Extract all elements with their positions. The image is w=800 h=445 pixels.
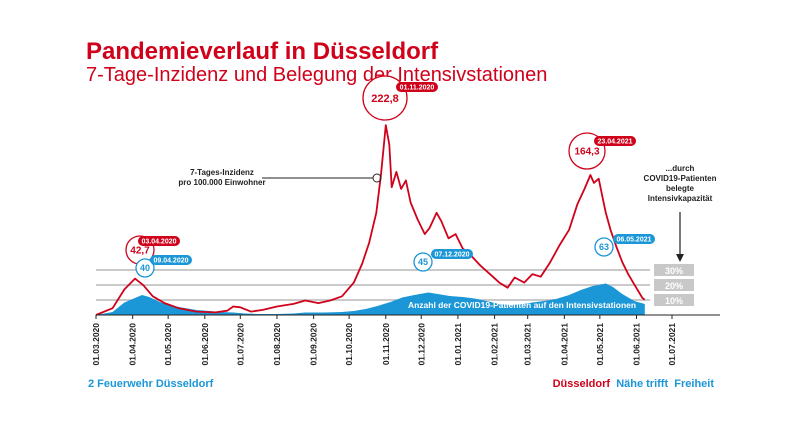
x-tick-label: 01.12.2020 bbox=[416, 323, 426, 366]
x-tick-label: 01.03.2021 bbox=[523, 323, 533, 366]
chart-title: Pandemieverlauf in Düsseldorf bbox=[86, 38, 439, 65]
callout-capacity-line2: COVID19-Patienten bbox=[644, 174, 717, 183]
x-tick-label: 01.05.2021 bbox=[595, 323, 605, 366]
peak-date-badge-inc_apr21 bbox=[594, 136, 636, 146]
source-credit: 2 Feuerwehr Düsseldorf bbox=[88, 378, 214, 390]
x-tick-label: 01.08.2020 bbox=[272, 323, 282, 366]
callout-capacity-arrow-head bbox=[676, 254, 684, 262]
x-tick-label: 01.03.2020 bbox=[91, 323, 101, 366]
peak-marker-icu_dec bbox=[413, 252, 433, 272]
peak-marker-icu_apr bbox=[135, 258, 155, 278]
peak-date-inc_nov: 01.11.2020 bbox=[400, 85, 435, 92]
x-tick-label: 01.02.2021 bbox=[490, 323, 500, 366]
callout-capacity-line3: belegte bbox=[666, 184, 695, 193]
peak-value-icu_apr: 40 bbox=[140, 263, 150, 273]
x-tick-label: 01.11.2020 bbox=[381, 323, 391, 365]
peak-date-badge-icu_dec bbox=[431, 249, 473, 259]
peak-date-icu_may21: 06.05.2021 bbox=[616, 237, 651, 244]
x-tick-label: 01.10.2020 bbox=[344, 323, 354, 366]
brand-slogan-part1: Nähe trifft bbox=[616, 378, 669, 390]
capacity-label-20: 20% bbox=[665, 281, 683, 291]
brand-slogan-part2: Freiheit bbox=[674, 378, 714, 390]
peak-value-inc_nov: 222,8 bbox=[371, 93, 399, 105]
callout-capacity-line4: Intensivkapazität bbox=[648, 194, 713, 203]
peak-date-icu_apr: 09.04.2020 bbox=[153, 258, 188, 265]
peak-date-inc_apr21: 23.04.2021 bbox=[597, 139, 632, 146]
peak-value-inc_apr: 42,7 bbox=[130, 246, 150, 257]
x-tick-label: 01.01.2021 bbox=[453, 323, 463, 366]
x-tick-label: 01.06.2021 bbox=[632, 323, 642, 366]
x-tick-label: 01.04.2020 bbox=[128, 323, 138, 366]
callout-incidence-line1: 7-Tages-Inzidenz bbox=[190, 168, 254, 177]
incidence-line bbox=[95, 124, 646, 316]
peak-value-inc_apr21: 164,3 bbox=[574, 147, 599, 158]
icu-series-label: Anzahl der COVID19-Patienten auf den Int… bbox=[408, 300, 636, 310]
x-tick-label: 01.07.2021 bbox=[667, 323, 677, 366]
capacity-box-30 bbox=[654, 264, 694, 276]
peak-date-icu_dec: 07.12.2020 bbox=[434, 252, 469, 259]
x-tick-label: 01.09.2020 bbox=[309, 323, 319, 366]
brand-city: Düsseldorf bbox=[552, 378, 611, 390]
peak-date-inc_apr: 03.04.2020 bbox=[141, 239, 176, 246]
icu-area bbox=[96, 283, 645, 315]
peak-date-badge-inc_nov bbox=[396, 82, 438, 92]
x-tick-label: 01.06.2020 bbox=[200, 323, 210, 366]
peak-date-badge-icu_may21 bbox=[613, 234, 655, 244]
brand-slogan: Düsseldorf Nähe trifft Freiheit bbox=[553, 378, 714, 390]
callout-incidence-line2: pro 100.000 Einwohner bbox=[178, 178, 265, 187]
chart-subtitle: 7-Tage-Inzidenz und Belegung der Intensi… bbox=[86, 64, 548, 86]
x-tick-label: 01.05.2020 bbox=[163, 323, 173, 366]
peak-date-badge-icu_apr bbox=[150, 255, 192, 265]
peak-marker-icu_may21 bbox=[594, 237, 614, 257]
peak-value-icu_dec: 45 bbox=[418, 257, 428, 267]
capacity-box-10 bbox=[654, 294, 694, 306]
x-tick-label: 01.04.2021 bbox=[559, 323, 569, 366]
capacity-label-30: 30% bbox=[665, 266, 683, 276]
callout-capacity-line1: ...durch bbox=[666, 164, 695, 173]
peak-value-icu_may21: 63 bbox=[599, 242, 609, 252]
capacity-label-10: 10% bbox=[665, 296, 683, 306]
peak-date-badge-inc_apr bbox=[138, 236, 180, 246]
x-tick-label: 01.07.2020 bbox=[235, 323, 245, 366]
callout-incidence-marker bbox=[372, 173, 382, 183]
capacity-box-20 bbox=[654, 279, 694, 291]
